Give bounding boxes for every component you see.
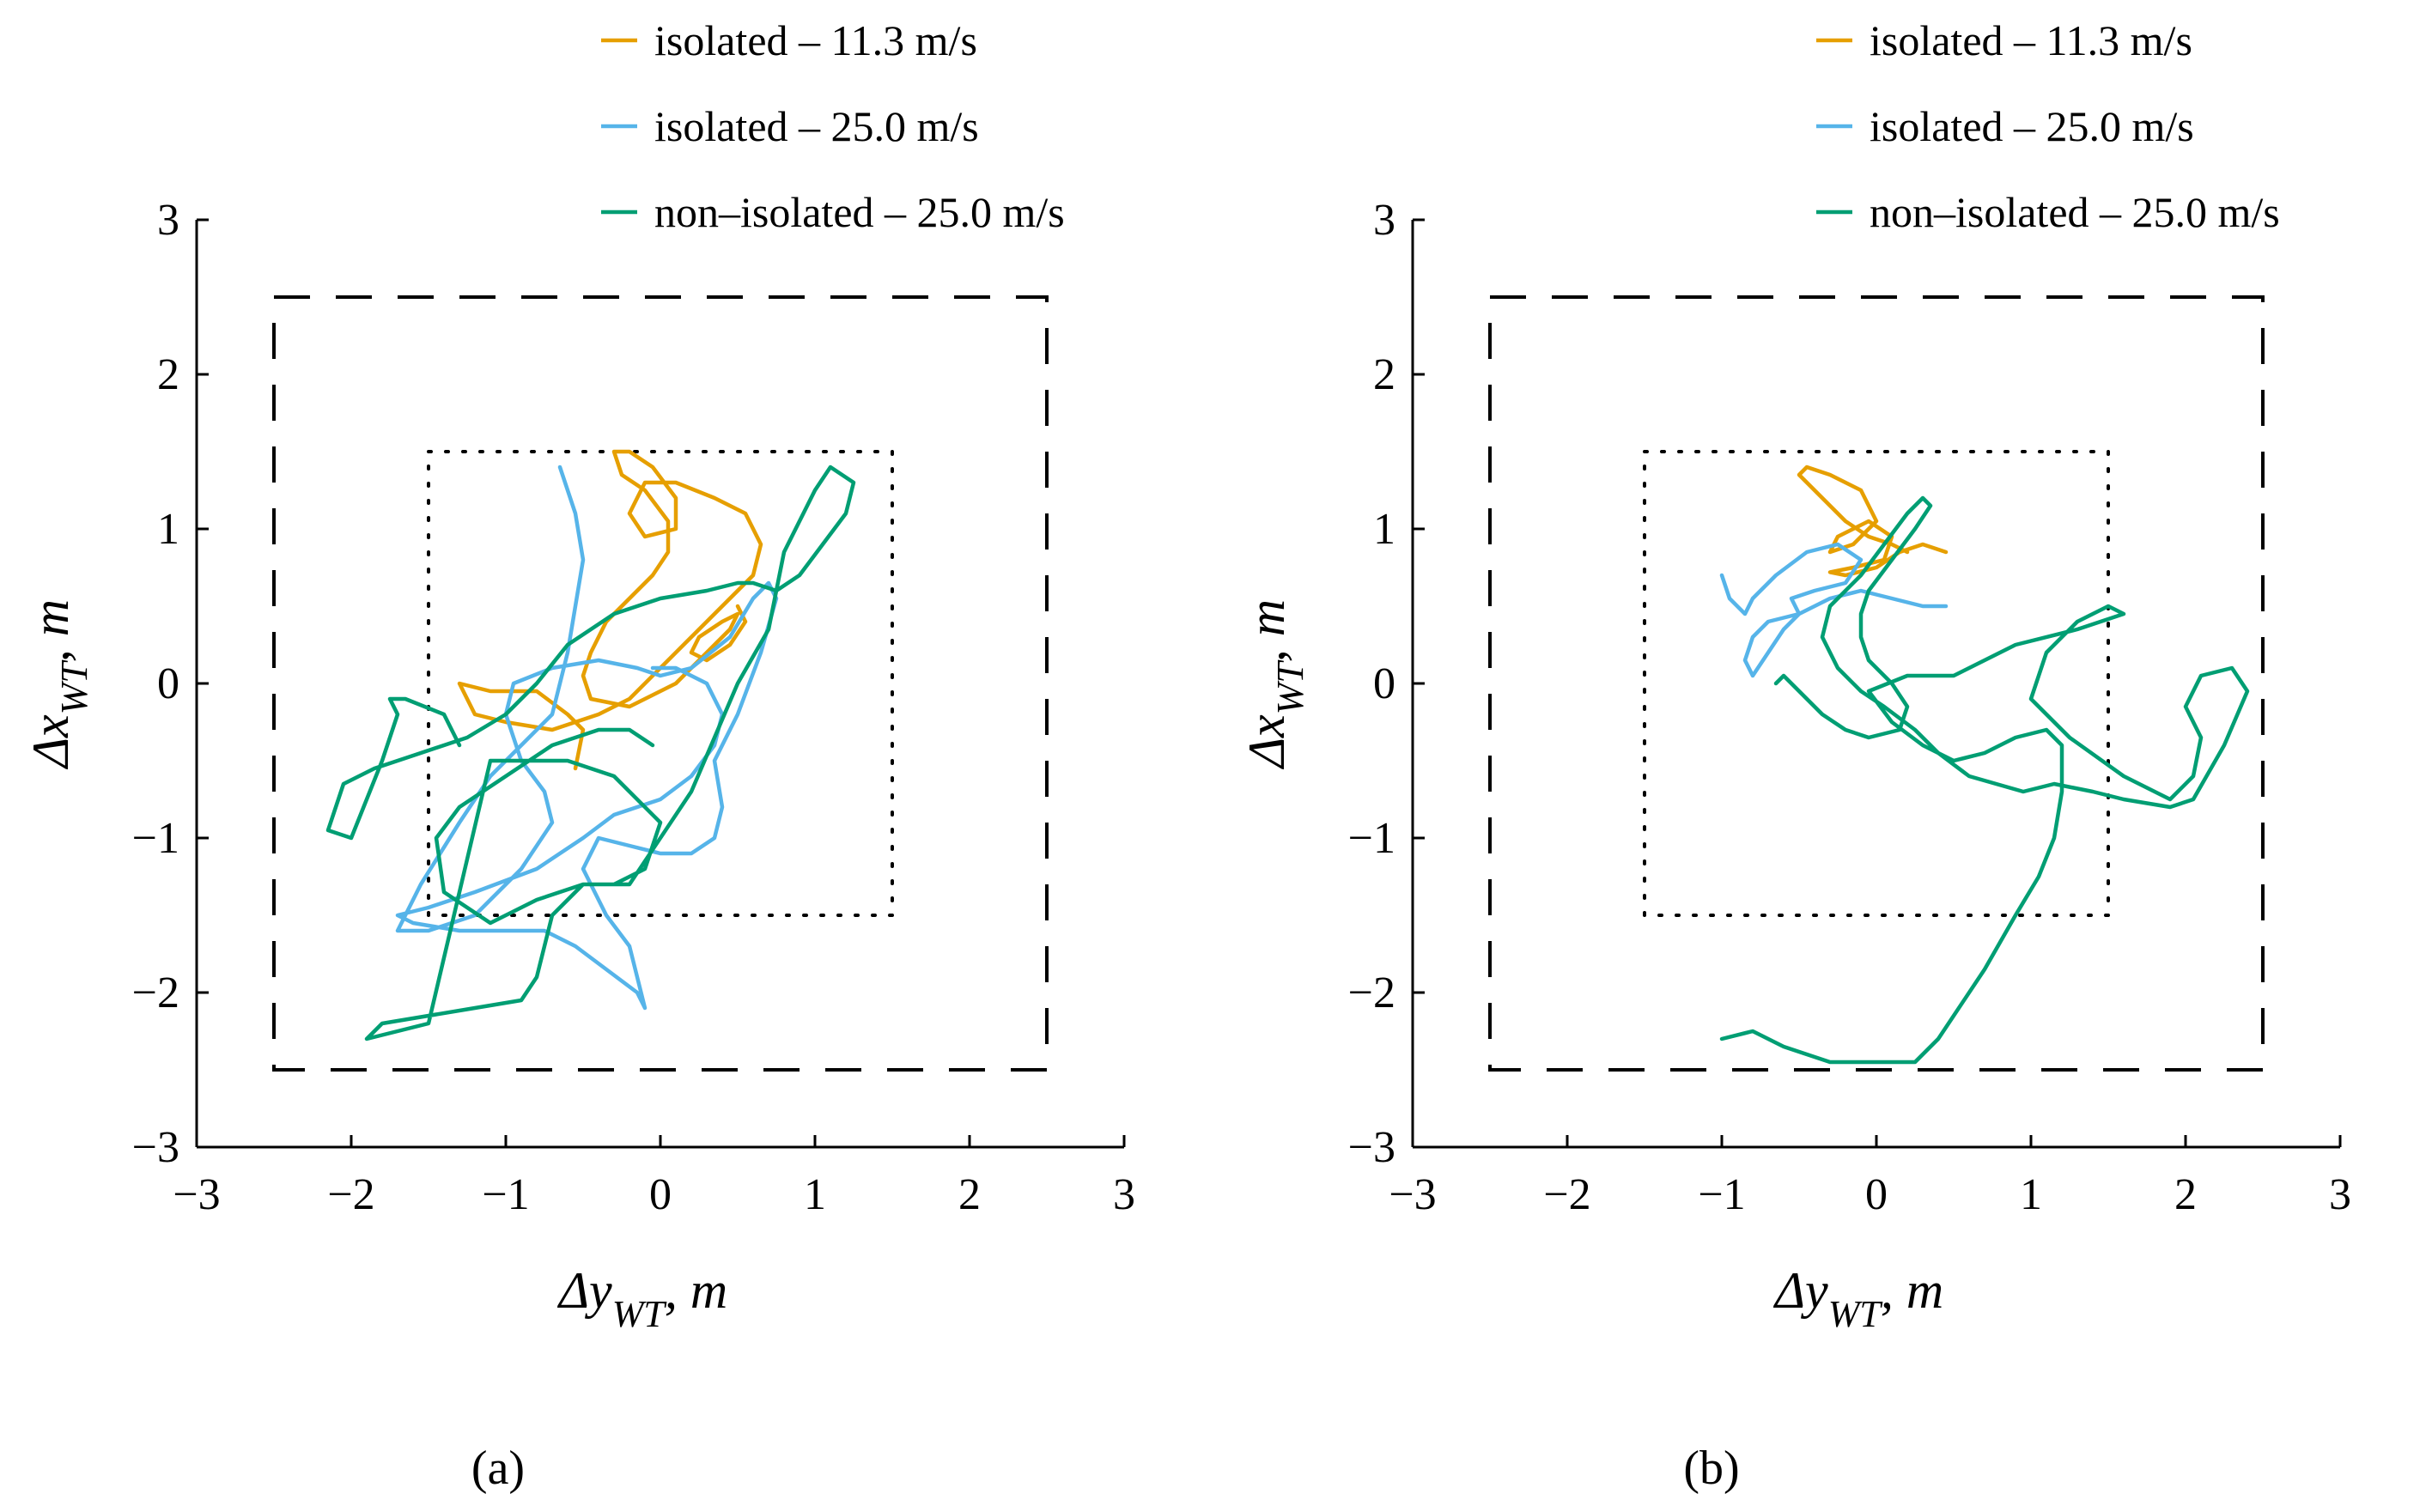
- y-tick-label: 1: [1373, 505, 1395, 554]
- y-tick-label: 3: [1373, 196, 1395, 245]
- x-tick-label: 2: [2174, 1170, 2197, 1219]
- boundary-outer-limit-b: [1488, 295, 2265, 1072]
- x-tick-label: 3: [1113, 1170, 1135, 1219]
- series-line-non-isolated-25-0-b: [1719, 495, 2250, 1065]
- y-tick-label: 1: [157, 505, 179, 554]
- y-axis-label: ΔxWT, m: [22, 599, 95, 769]
- y-tick-label: 3: [157, 196, 179, 245]
- x-tick-label: −3: [173, 1170, 220, 1219]
- x-tick-label: 3: [2329, 1170, 2351, 1219]
- x-tick-label: 2: [958, 1170, 981, 1219]
- x-tick-label: 0: [1865, 1170, 1888, 1219]
- x-tick-label: 1: [804, 1170, 826, 1219]
- x-tick-label: 1: [2020, 1170, 2042, 1219]
- series-line-isolated-25-0-a: [395, 465, 779, 1011]
- x-tick-label: 0: [649, 1170, 672, 1219]
- boundary-inner-limit-a: [427, 450, 894, 917]
- series-line-isolated-25-0-b: [1719, 542, 1949, 678]
- y-tick-label: 0: [1373, 659, 1395, 708]
- legend-entry: isolated – 25.0 m/s: [1870, 102, 2194, 150]
- y-tick-label: 2: [157, 350, 179, 399]
- legend-entry: isolated – 11.3 m/s: [1870, 16, 2192, 64]
- y-tick-label: −3: [1348, 1123, 1395, 1172]
- series-line-isolated-11-3-b: [1797, 465, 1949, 578]
- y-tick-label: 0: [157, 659, 179, 708]
- panel-label-b: (b): [1683, 1442, 1739, 1495]
- y-tick-label: 2: [1373, 350, 1395, 399]
- y-tick-label: −2: [132, 969, 179, 1017]
- legend-entry: non–isolated – 25.0 m/s: [654, 188, 1065, 236]
- y-tick-label: −2: [1348, 969, 1395, 1017]
- legend-entry: isolated – 11.3 m/s: [654, 16, 977, 64]
- y-axis-label: ΔxWT, m: [1238, 599, 1311, 769]
- panel-a: −3 −2 −1 0 1 2 3 −3 −2 −1 0 1 2 3 isolated – 11.3 m/s i…: [22, 16, 1135, 1335]
- x-tick-label: −2: [1543, 1170, 1590, 1219]
- panel-b: −3 −2 −1 0 1 2 3 −3 −2 −1 0 1 2 3 isolated – 11.3 m/s i…: [1238, 16, 2351, 1335]
- boundary-outer-limit-a: [272, 295, 1049, 1072]
- y-tick-label: −1: [132, 814, 179, 863]
- y-tick-label: −3: [132, 1123, 179, 1172]
- x-tick-label: −1: [482, 1170, 529, 1219]
- x-tick-label: −2: [327, 1170, 374, 1219]
- x-tick-label: −1: [1698, 1170, 1745, 1219]
- legend-entry: isolated – 25.0 m/s: [654, 102, 979, 150]
- legend-entry: non–isolated – 25.0 m/s: [1870, 188, 2280, 236]
- x-axis-label: ΔyWT, m: [1773, 1262, 1943, 1335]
- series-line-isolated-11-3-a: [457, 449, 763, 771]
- series-line-non-isolated-25-0-a: [325, 465, 856, 1041]
- panel-label-a: (a): [471, 1442, 525, 1495]
- x-axis-label: ΔyWT, m: [557, 1262, 727, 1335]
- x-tick-label: −3: [1389, 1170, 1436, 1219]
- y-tick-label: −1: [1348, 814, 1395, 863]
